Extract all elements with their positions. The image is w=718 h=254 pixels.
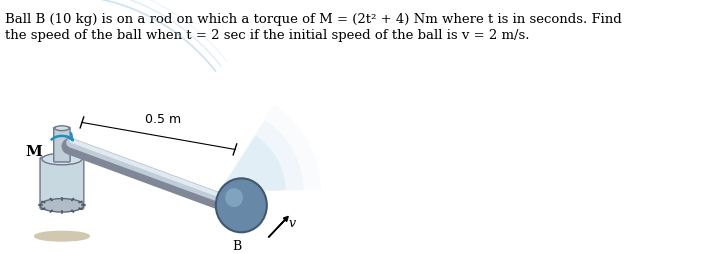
Text: M: M (26, 145, 42, 159)
FancyBboxPatch shape (54, 127, 70, 162)
Ellipse shape (42, 153, 82, 165)
Text: 0.5 m: 0.5 m (145, 113, 181, 126)
Ellipse shape (40, 199, 84, 212)
Circle shape (216, 178, 267, 232)
Ellipse shape (34, 231, 89, 241)
Text: Ball B (10 kg) is on a rod on which a torque of M = (2t² + 4) Nm where t is in s: Ball B (10 kg) is on a rod on which a to… (4, 13, 621, 26)
FancyArrow shape (269, 216, 288, 237)
Text: v: v (289, 217, 296, 230)
Text: B: B (232, 240, 241, 253)
Circle shape (225, 188, 243, 207)
Text: the speed of the ball when t = 2 sec if the initial speed of the ball is v = 2 m: the speed of the ball when t = 2 sec if … (4, 29, 529, 42)
FancyBboxPatch shape (40, 157, 84, 209)
Ellipse shape (55, 126, 69, 131)
